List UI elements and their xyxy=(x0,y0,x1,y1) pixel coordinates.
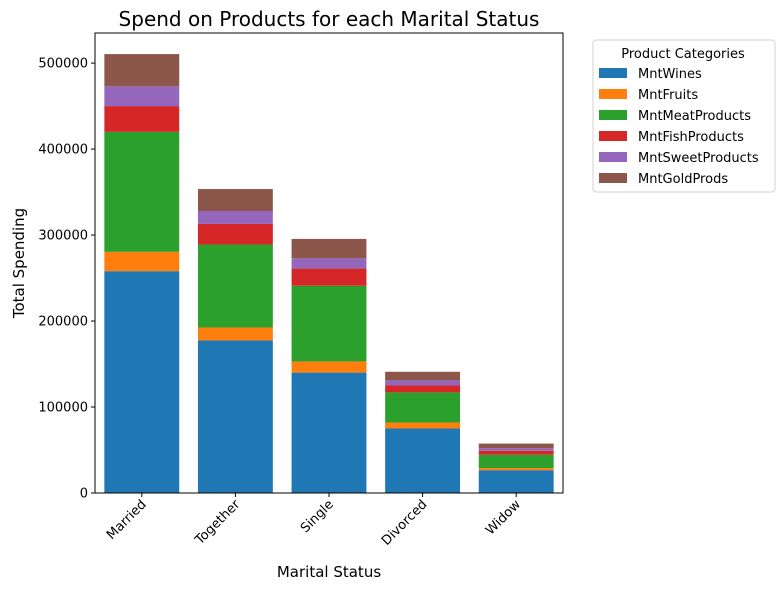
bar-mntsweetproducts-together xyxy=(197,210,273,224)
legend-title: Product Categories xyxy=(621,47,745,62)
legend-label-mntwines: MntWines xyxy=(638,67,702,82)
bar-mntsweetproducts-single xyxy=(291,258,367,269)
plot-frame xyxy=(94,32,564,494)
bar-mntfishproducts-divorced xyxy=(385,385,461,393)
legend-swatch-mntmeatproducts xyxy=(599,110,627,120)
y-tick-label: 200000 xyxy=(38,315,88,330)
legend-label-mntfruits: MntFruits xyxy=(638,88,698,103)
x-axis: Married Together Single Divorced Widow xyxy=(104,493,524,549)
bar-mntsweetproducts-divorced xyxy=(385,380,461,386)
bar-mntgoldprods-widow xyxy=(478,443,554,449)
bar-mntfruits-married xyxy=(104,251,180,272)
legend: Product Categories MntWines MntFruits MntM… xyxy=(592,39,776,193)
bar-mntgoldprods-divorced xyxy=(385,371,461,381)
bar-mntgoldprods-married xyxy=(104,54,180,87)
legend-swatch-mntwines xyxy=(599,68,627,78)
bar-mntwines-married xyxy=(104,271,180,493)
legend-label-mntfishproducts: MntFishProducts xyxy=(638,130,744,145)
legend-swatch-mntfruits xyxy=(599,89,627,99)
y-tick-label: 400000 xyxy=(38,143,88,158)
bars-group xyxy=(104,54,554,493)
legend-swatch-mntsweetproducts xyxy=(599,152,627,162)
legend-frame xyxy=(592,39,776,193)
bar-mntgoldprods-single xyxy=(291,238,367,259)
bar-mntmeatproducts-widow xyxy=(478,454,554,469)
y-tick-label: 0 xyxy=(80,487,88,502)
x-tick-label-married: Married xyxy=(104,497,150,543)
x-axis-title: Marital Status xyxy=(277,563,381,581)
y-tick-label: 300000 xyxy=(38,229,88,244)
bar-mntwines-divorced xyxy=(385,428,461,493)
bar-mntmeatproducts-together xyxy=(197,244,273,328)
bar-mntwines-single xyxy=(291,372,367,493)
bar-mntfishproducts-together xyxy=(197,223,273,245)
bar-mntfruits-together xyxy=(197,327,273,341)
bar-mntwines-widow xyxy=(478,470,554,493)
legend-label-mntgoldprods: MntGoldProds xyxy=(638,172,728,187)
bar-mntmeatproducts-single xyxy=(291,285,367,362)
legend-label-mntmeatproducts: MntMeatProducts xyxy=(638,109,751,124)
legend-swatch-mntgoldprods xyxy=(599,173,627,183)
y-tick-label: 500000 xyxy=(38,57,88,72)
bar-mntgoldprods-together xyxy=(197,189,273,211)
bar-mntfruits-divorced xyxy=(385,422,461,429)
x-tick-label-divorced: Divorced xyxy=(379,497,430,548)
bar-mntmeatproducts-divorced xyxy=(385,392,461,423)
bar-mntsweetproducts-married xyxy=(104,86,180,107)
bar-mntfishproducts-widow xyxy=(478,450,554,455)
legend-label-mntsweetproducts: MntSweetProducts xyxy=(638,151,759,166)
chart-title: Spend on Products for each Marital Statu… xyxy=(119,7,540,31)
legend-items: MntWines MntFruits MntMeatProducts MntFishP… xyxy=(599,67,759,187)
bar-mntmeatproducts-married xyxy=(104,131,180,252)
y-axis: 0 100000 200000 300000 400000 500000 xyxy=(38,57,95,502)
bar-mntfruits-widow xyxy=(478,468,554,471)
bar-mntwines-together xyxy=(197,340,273,493)
bar-mntfishproducts-single xyxy=(291,268,367,286)
x-tick-label-single: Single xyxy=(298,497,337,536)
x-tick-label-together: Together xyxy=(192,497,244,549)
y-tick-label: 100000 xyxy=(38,401,88,416)
bar-mntfishproducts-married xyxy=(104,106,180,132)
bar-mntsweetproducts-widow xyxy=(478,448,554,451)
x-tick-label-widow: Widow xyxy=(483,497,524,538)
bar-mntfruits-single xyxy=(291,361,367,373)
y-axis-title: Total Spending xyxy=(10,208,28,319)
legend-swatch-mntfishproducts xyxy=(599,131,627,141)
